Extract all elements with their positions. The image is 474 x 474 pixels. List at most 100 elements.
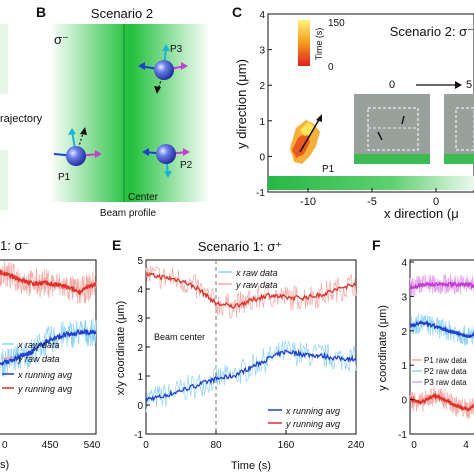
xtick-label: -5	[367, 196, 377, 208]
inset-arrow-b	[401, 115, 405, 125]
colorbar	[298, 20, 310, 66]
trajectory	[290, 114, 322, 164]
xtick-label: 0	[433, 196, 439, 208]
series-avg-1	[409, 392, 474, 412]
panel-d-legend-y-raw: y raw data	[17, 354, 60, 364]
xtick-label: 160	[278, 440, 295, 451]
ytick-label: 2	[137, 343, 143, 354]
xtick-label: 240	[348, 440, 365, 451]
panel-d: 1: σ⁻ x raw data y raw data x running av…	[0, 238, 101, 471]
panel-c: C Scenario 2: σ⁻ y direction (μm) 43210-…	[232, 4, 474, 221]
panel-b: B Scenario 2 σ⁻ P3 P1	[36, 4, 210, 219]
panel-d-xlabel-fragment: s)	[0, 459, 9, 471]
panel-b-letter: B	[36, 4, 46, 20]
panel-f-legend: P1 raw data P2 raw data P3 raw data	[412, 356, 467, 387]
panel-a: rajectory	[0, 24, 43, 210]
panel-a-label-fragment: rajectory	[0, 113, 43, 125]
ytick-label: 0	[401, 396, 407, 407]
series-avg-3	[409, 280, 474, 290]
series-avg-1	[145, 349, 357, 403]
beam-profile-label: Beam profile	[100, 208, 157, 219]
panel-e-title: Scenario 1: σ⁺	[198, 239, 282, 254]
colorbar-tick-min: 0	[328, 62, 334, 73]
ytick-label: 1	[137, 372, 143, 383]
series-raw-1	[145, 340, 357, 413]
ytick-label: 2	[259, 81, 265, 92]
series-raw-2	[0, 260, 97, 304]
panel-e-legend-y-raw: y raw data	[235, 280, 278, 290]
panel-b-title: Scenario 2	[91, 6, 153, 21]
particle-p2-label: P2	[180, 160, 193, 171]
series-raw-3	[409, 274, 474, 298]
ytick-label: 3	[401, 292, 407, 303]
panel-a-strip-top	[0, 24, 8, 94]
xtick-label: 80	[210, 440, 222, 451]
series-raw-1	[409, 386, 474, 420]
panel-d-xtick-540: 540	[84, 440, 101, 451]
panel-e-annotation: Beam center	[154, 332, 205, 342]
panel-e-legend-y-avg: y running avg	[285, 419, 340, 429]
panel-e-legend-top: x raw data y raw data	[218, 268, 278, 290]
series-avg-1	[0, 328, 97, 366]
panel-d-legend-y-avg: y running avg	[17, 384, 72, 394]
ytick-label: 1	[401, 361, 407, 372]
panel-e-ylabel: x/y coordinate (μm)	[115, 301, 127, 395]
panel-f-letter: F	[372, 237, 381, 253]
inset-image-1-beam	[354, 154, 430, 164]
ytick-label: 1	[259, 117, 265, 128]
panel-e: E Scenario 1: σ⁺ x/y coordinate (μm) 5 4 3…	[112, 237, 365, 472]
inset-arrow-a	[377, 131, 383, 141]
ytick-label: -1	[398, 430, 407, 441]
ytick-label: 2	[401, 327, 407, 338]
series-avg-2	[145, 271, 357, 309]
ytick-label: 5	[137, 256, 143, 267]
series-raw-1	[0, 317, 97, 377]
ytick-label: 4	[259, 10, 265, 21]
panel-d-legend-x-raw: x raw data	[17, 340, 60, 350]
ytick-label: -1	[256, 188, 265, 199]
inset-image-2-beam	[444, 154, 474, 164]
ytick-label: 4	[137, 285, 143, 296]
panel-d-legend-x-avg: x running avg	[17, 370, 72, 380]
panel-d-xtick-450: 450	[42, 440, 59, 451]
panel-c-ylabel: y direction (μm)	[234, 59, 249, 149]
panel-f: F y coordinate (μm) 4 3 2 1 0 -1 P1 raw data …	[372, 237, 474, 451]
particle-p3: P3	[138, 44, 188, 94]
panel-d-legend: x raw data y raw data x running avg y ru…	[2, 340, 72, 394]
panel-b-sigma: σ⁻	[54, 32, 69, 47]
particle-p3-label: P3	[170, 44, 183, 55]
panel-e-legend-x-raw: x raw data	[235, 268, 278, 278]
panel-e-legend-x-avg: x running avg	[285, 406, 340, 416]
panel-c-letter: C	[232, 4, 242, 20]
panel-f-xtick-partial: 4	[463, 440, 469, 451]
particle-p2: P2	[142, 144, 193, 178]
panel-c-xlabel: x direction (μ	[384, 206, 459, 221]
panel-c-xticks: -10 -5 0	[300, 188, 439, 208]
panel-f-legend-p2: P2 raw data	[424, 367, 467, 376]
series-avg-2	[409, 319, 474, 339]
panel-f-ylabel: y coordinate (μm)	[377, 305, 389, 391]
ytick-label: 0	[137, 401, 143, 412]
center-label: Center	[128, 192, 159, 203]
ytick-label: 3	[137, 314, 143, 325]
panel-f-legend-p3: P3 raw data	[424, 378, 467, 387]
panel-c-beam-strip	[268, 176, 474, 190]
panel-d-xtick-partial: 0	[2, 440, 8, 451]
panel-a-strip-bottom	[0, 150, 8, 210]
panel-f-plot	[409, 274, 474, 420]
series-avg-2	[0, 268, 97, 295]
panel-c-title: Scenario 2: σ⁻	[390, 24, 474, 39]
inset-end-label: 5	[466, 79, 472, 91]
colorbar-title: Time (s)	[314, 28, 324, 61]
colorbar-tick-max: 150	[328, 18, 345, 29]
panel-e-legend-bottom: x running avg y running avg	[268, 406, 340, 429]
ytick-label: 3	[259, 46, 265, 57]
panel-f-legend-p1: P1 raw data	[424, 356, 467, 365]
inset-image-1	[354, 94, 430, 164]
panel-e-xlabel: Time (s)	[231, 460, 271, 472]
beam-profile-band	[50, 24, 210, 202]
xtick-label: -10	[300, 196, 316, 208]
panel-c-particle-label: P1	[322, 164, 335, 175]
panel-d-title: 1: σ⁻	[0, 238, 29, 253]
